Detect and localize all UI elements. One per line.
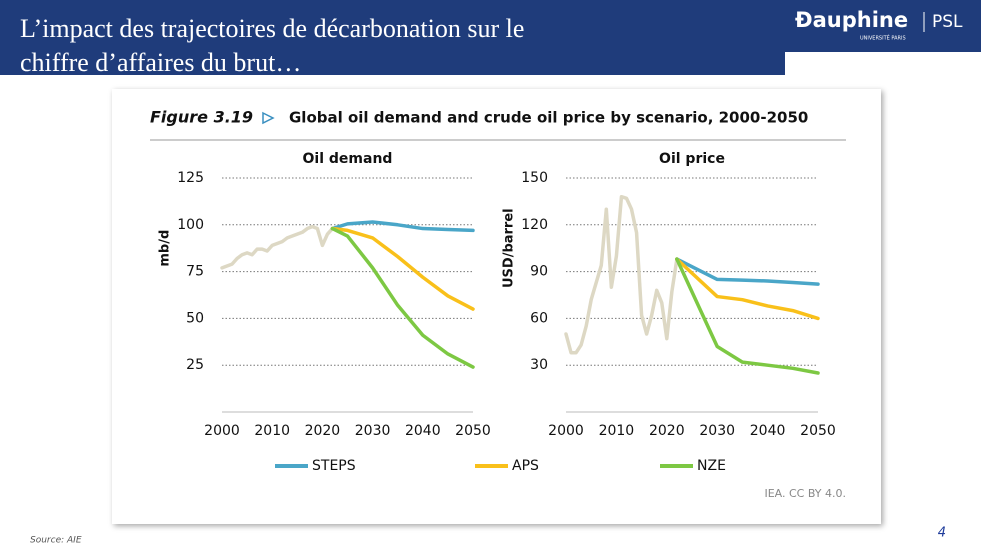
y-tick-label: 25 [186,357,204,373]
y-axis-label: mb/d [158,230,173,267]
panel-title: Oil price [659,151,725,167]
logo: Ðauphine [795,8,908,32]
x-tick-label: 2040 [750,423,786,439]
y-tick-label: 100 [177,217,204,233]
x-tick-label: 2040 [405,423,441,439]
slide-title: L’impact des trajectoires de décarbonati… [20,14,524,43]
x-tick-label: 2030 [355,423,391,439]
legend-label: STEPS [312,458,356,474]
x-tick-label: 2010 [599,423,635,439]
y-tick-label: 150 [521,170,548,186]
legend-label: APS [512,458,539,474]
series-line [675,257,820,286]
series-line [220,224,335,270]
y-tick-label: 60 [530,310,548,326]
x-tick-label: 2020 [305,423,341,439]
series-line [675,257,820,321]
source: Source: AIE [30,536,82,546]
x-tick-label: 2000 [548,423,584,439]
logo-box [785,0,981,52]
slide-title: chiffre d’affaires du brut… [20,48,301,77]
series-line [330,220,475,233]
y-tick-label: 75 [186,264,204,280]
x-tick-label: 2010 [254,423,290,439]
x-tick-label: 2050 [455,423,491,439]
header-bar [0,0,785,75]
y-tick-label: 30 [530,357,548,373]
y-axis-label: USD/barrel [502,208,517,288]
x-tick-label: 2020 [649,423,685,439]
logo-psl: PSL [932,12,963,32]
x-tick-label: 2000 [204,423,240,439]
figure-card [112,89,881,524]
x-tick-label: 2030 [699,423,735,439]
figure-icon [262,111,275,125]
credit: IEA. CC BY 4.0. [764,487,846,500]
series-line [564,194,679,355]
page-number: 4 [938,526,946,541]
panel-title: Oil demand [303,151,393,167]
y-tick-label: 125 [177,170,204,186]
legend-label: NZE [697,458,726,474]
figure-label: Figure 3.19 [150,108,253,127]
y-tick-label: 120 [521,217,548,233]
series-line [330,226,475,311]
series-line [675,257,820,375]
x-tick-label: 2050 [800,423,836,439]
figure-title: Global oil demand and crude oil price by… [289,109,808,127]
series-line [330,226,475,369]
y-tick-label: 90 [530,264,548,280]
logo-sub: UNIVERSITÉ PARIS [860,34,906,42]
y-tick-label: 50 [186,310,204,326]
